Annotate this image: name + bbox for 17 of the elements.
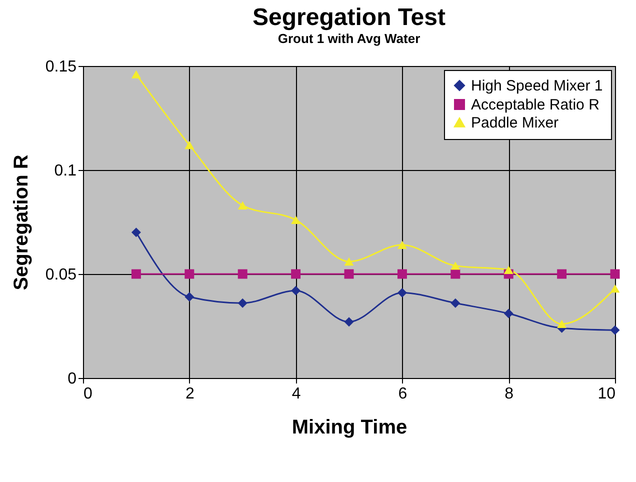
chart-subtitle: Grout 1 with Avg Water: [278, 31, 420, 46]
y-tick-label: 0.15: [45, 58, 77, 76]
x-tick-label: 0: [84, 386, 92, 402]
y-tick-label: 0.05: [45, 266, 77, 284]
y-tick-label: 0.1: [54, 162, 77, 180]
legend-label: High Speed Mixer 1: [471, 78, 603, 94]
legend-label: Paddle Mixer: [471, 114, 559, 132]
x-axis-title: Mixing Time: [292, 416, 408, 438]
x-tick-label: 2: [185, 386, 194, 402]
chart-title: Segregation Test: [252, 4, 446, 31]
legend-label: Acceptable Ratio R: [471, 96, 600, 114]
x-tick-label: 4: [292, 386, 301, 402]
x-tick-label: 8: [504, 386, 514, 402]
x-tick-label: 10: [598, 386, 616, 402]
y-tick-label: 0: [68, 370, 77, 388]
y-axis-title: Segregation R: [10, 154, 32, 290]
x-tick-label: 6: [398, 386, 408, 402]
